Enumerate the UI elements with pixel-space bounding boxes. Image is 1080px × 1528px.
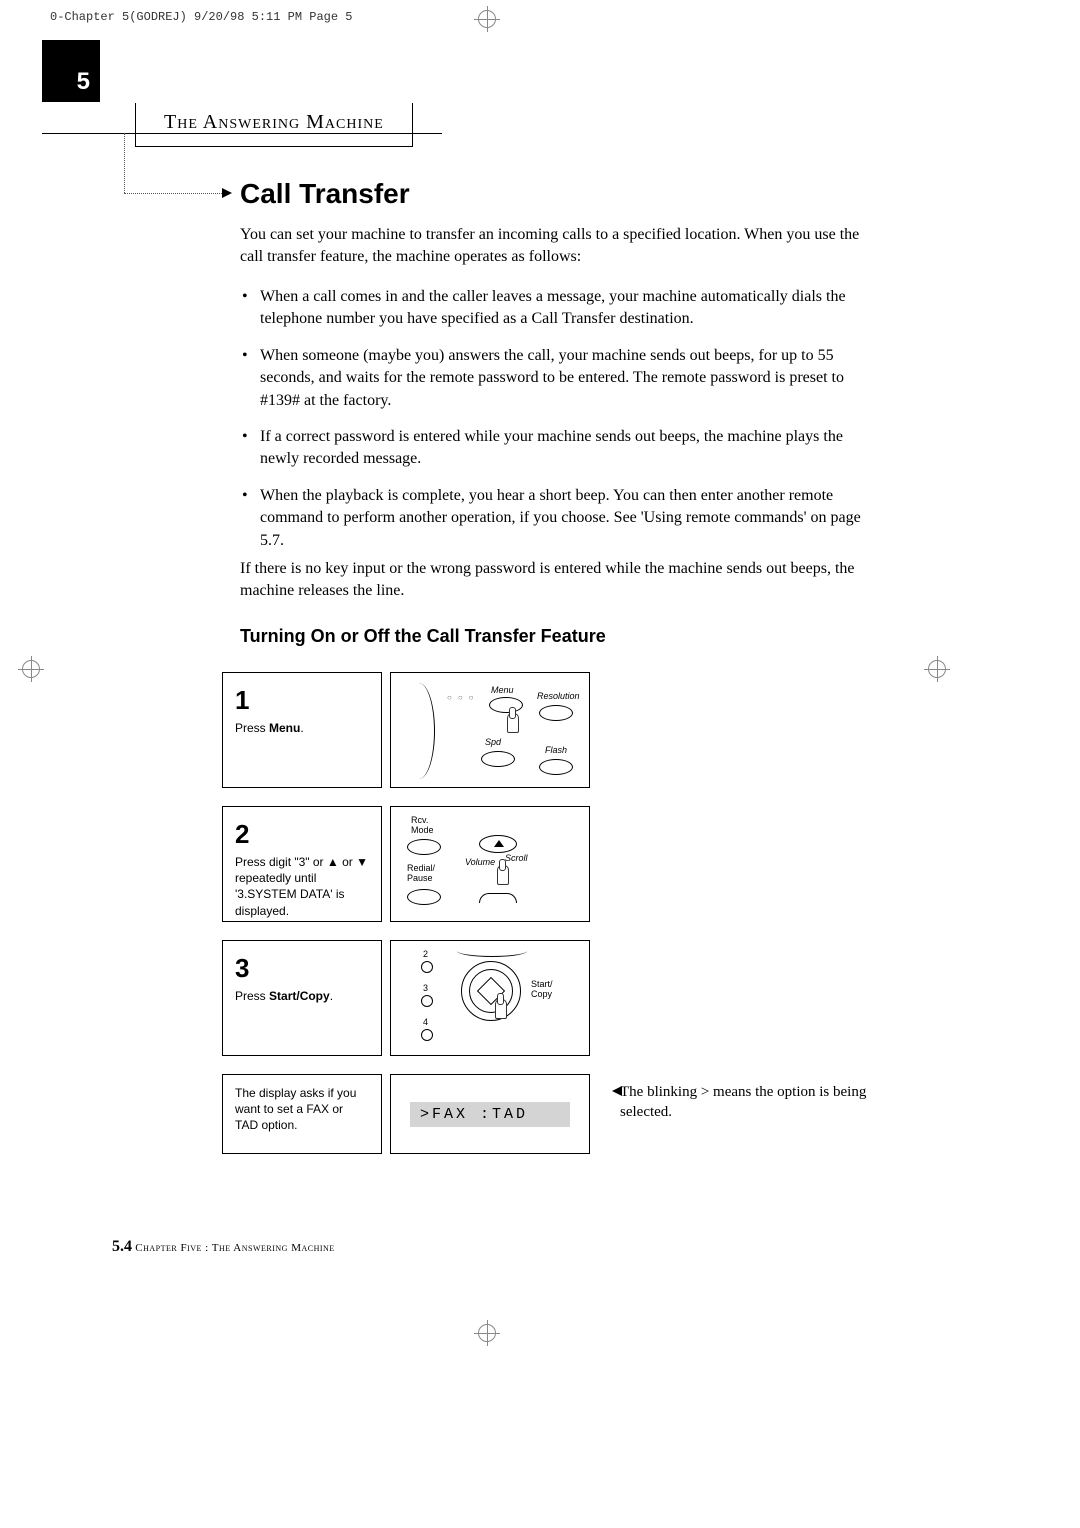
chapter-title: The Answering Machine	[164, 111, 384, 133]
step-3-number: 3	[235, 951, 369, 986]
step-1-row: 1 Press Menu. ○ ○ ○ Menu Resolution Spd …	[222, 672, 590, 788]
bullet-list: When a call comes in and the caller leav…	[240, 286, 880, 566]
redial-button-icon	[407, 889, 441, 905]
key-4-label: 4	[423, 1017, 428, 1027]
flash-button-icon	[539, 759, 573, 775]
scroll-down-button-icon	[479, 893, 517, 903]
footer-page-number: 5.4	[112, 1238, 132, 1255]
step-2-instruction: Press digit "3" or ▲ or ▼ repeatedly unt…	[235, 855, 368, 918]
rcv-button-icon	[407, 839, 441, 855]
step-1-text: 1 Press Menu.	[222, 672, 382, 788]
up-arrow-icon	[494, 840, 504, 847]
leader-arrow-icon	[222, 188, 232, 198]
bullet-item: When someone (maybe you) answers the cal…	[256, 345, 880, 412]
flash-label: Flash	[545, 745, 567, 755]
section-title: Call Transfer	[240, 178, 410, 210]
step-3-diagram: 2 3 4 Start/ Copy	[390, 940, 590, 1056]
panel-curve-icon	[457, 945, 527, 957]
led-icons: ○ ○ ○	[447, 693, 476, 702]
step-4-row: The display asks if you want to set a FA…	[222, 1074, 590, 1154]
panel-edge-icon	[405, 683, 435, 779]
key-3-label: 3	[423, 983, 428, 993]
step-3-row: 3 Press Start/Copy. 2 3 4 Start/ Copy	[222, 940, 590, 1056]
resolution-button-icon	[539, 705, 573, 721]
spd-button-icon	[481, 751, 515, 767]
step-1-instruction: Press Menu.	[235, 721, 304, 735]
bullet-item: When a call comes in and the caller leav…	[256, 286, 880, 331]
hand-pointer-icon	[489, 993, 511, 1019]
page-footer: 5.4 Chapter Five : The Answering Machine	[112, 1238, 335, 1256]
rcv-label: Rcv. Mode	[411, 815, 434, 835]
hand-pointer-icon	[491, 859, 513, 885]
intro-paragraph: You can set your machine to transfer an …	[240, 224, 880, 269]
start-copy-label: Start/ Copy	[531, 979, 553, 999]
step-2-diagram: Rcv. Mode Redial/ Pause Volume Scroll	[390, 806, 590, 922]
keypad-2-icon	[421, 961, 433, 973]
chapter-title-box: The Answering Machine	[135, 103, 413, 147]
bullet-item: If a correct password is entered while y…	[256, 426, 880, 471]
closing-paragraph: If there is no key input or the wrong pa…	[240, 558, 880, 603]
dotted-leader-horizontal	[124, 193, 222, 194]
chapter-number: 5	[77, 68, 90, 96]
lcd-screen: >FAX :TAD	[410, 1102, 570, 1127]
bullet-item: When the playback is complete, you hear …	[256, 485, 880, 552]
step-3-text: 3 Press Start/Copy.	[222, 940, 382, 1056]
print-header: 0-Chapter 5(GODREJ) 9/20/98 5:11 PM Page…	[50, 10, 352, 24]
step-4-text: The display asks if you want to set a FA…	[222, 1074, 382, 1154]
footer-text: Chapter Five : The Answering Machine	[135, 1242, 334, 1254]
step-4-display: >FAX :TAD	[390, 1074, 590, 1154]
subheading: Turning On or Off the Call Transfer Feat…	[240, 626, 606, 647]
key-2-label: 2	[423, 949, 428, 959]
step-4-instruction: The display asks if you want to set a FA…	[235, 1086, 356, 1132]
step-2-number: 2	[235, 817, 369, 852]
keypad-4-icon	[421, 1029, 433, 1041]
keypad-3-icon	[421, 995, 433, 1007]
step-2-text: 2 Press digit "3" or ▲ or ▼ repeatedly u…	[222, 806, 382, 922]
menu-label: Menu	[491, 685, 514, 695]
step-1-number: 1	[235, 683, 369, 718]
step-3-instruction: Press Start/Copy.	[235, 989, 333, 1003]
side-note: The blinking > means the option is being…	[620, 1082, 880, 1123]
hand-pointer-icon	[501, 707, 523, 733]
step-2-row: 2 Press digit "3" or ▲ or ▼ repeatedly u…	[222, 806, 590, 922]
chapter-tab: 5	[42, 40, 100, 102]
dotted-leader-vertical	[124, 133, 125, 193]
spd-label: Spd	[485, 737, 501, 747]
redial-label: Redial/ Pause	[407, 863, 435, 883]
step-1-diagram: ○ ○ ○ Menu Resolution Spd Flash	[390, 672, 590, 788]
resolution-label: Resolution	[537, 691, 580, 701]
